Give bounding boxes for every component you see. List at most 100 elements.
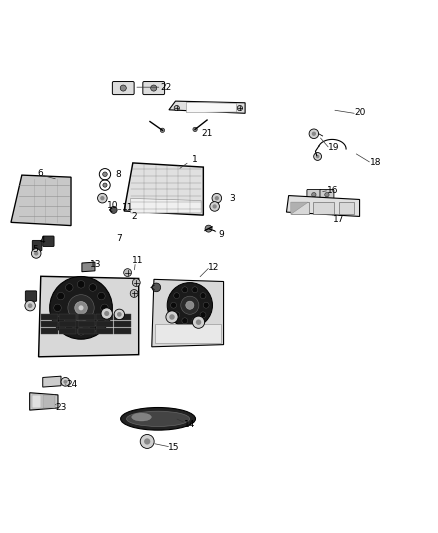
Circle shape bbox=[61, 377, 70, 386]
Text: 14: 14 bbox=[184, 419, 195, 429]
Circle shape bbox=[89, 284, 96, 291]
Bar bbox=[60, 314, 77, 320]
Circle shape bbox=[68, 295, 94, 321]
Circle shape bbox=[200, 312, 206, 318]
Polygon shape bbox=[155, 324, 221, 343]
Text: 18: 18 bbox=[370, 158, 381, 166]
Circle shape bbox=[66, 325, 73, 332]
Circle shape bbox=[57, 292, 64, 300]
Circle shape bbox=[196, 319, 201, 325]
Bar bbox=[291, 201, 309, 214]
Bar bbox=[32, 395, 41, 408]
Circle shape bbox=[312, 192, 316, 197]
Circle shape bbox=[186, 301, 194, 309]
Circle shape bbox=[174, 312, 180, 318]
Text: 6: 6 bbox=[38, 169, 43, 178]
Polygon shape bbox=[124, 163, 203, 215]
Text: 23: 23 bbox=[55, 403, 66, 413]
Text: 3: 3 bbox=[229, 193, 235, 203]
FancyBboxPatch shape bbox=[113, 82, 134, 94]
Circle shape bbox=[193, 127, 197, 132]
Text: 13: 13 bbox=[90, 260, 101, 269]
Circle shape bbox=[205, 225, 212, 232]
Text: 15: 15 bbox=[169, 443, 180, 452]
Polygon shape bbox=[82, 262, 95, 272]
Circle shape bbox=[151, 85, 157, 91]
Bar bbox=[78, 328, 95, 334]
Bar bbox=[78, 321, 95, 327]
Circle shape bbox=[28, 303, 32, 308]
Ellipse shape bbox=[132, 413, 151, 421]
Text: 24: 24 bbox=[67, 379, 78, 389]
Text: 19: 19 bbox=[328, 143, 339, 152]
Circle shape bbox=[130, 289, 138, 297]
Circle shape bbox=[192, 318, 198, 324]
Circle shape bbox=[182, 318, 188, 324]
Polygon shape bbox=[152, 279, 223, 347]
Bar bbox=[60, 328, 77, 334]
Bar bbox=[114, 321, 131, 327]
Circle shape bbox=[89, 325, 96, 332]
Circle shape bbox=[57, 316, 64, 324]
Circle shape bbox=[167, 282, 212, 328]
Circle shape bbox=[101, 304, 108, 312]
Circle shape bbox=[98, 292, 105, 300]
Text: 1: 1 bbox=[192, 156, 198, 164]
Circle shape bbox=[110, 206, 117, 213]
Circle shape bbox=[314, 152, 321, 160]
FancyBboxPatch shape bbox=[320, 189, 334, 200]
Circle shape bbox=[316, 155, 319, 158]
Text: 20: 20 bbox=[354, 108, 366, 117]
Circle shape bbox=[174, 293, 180, 298]
Circle shape bbox=[114, 309, 124, 320]
Circle shape bbox=[192, 287, 198, 293]
FancyBboxPatch shape bbox=[43, 236, 54, 246]
Text: 2: 2 bbox=[131, 212, 137, 221]
Text: 21: 21 bbox=[201, 129, 212, 138]
Text: 17: 17 bbox=[332, 215, 344, 224]
Circle shape bbox=[325, 192, 329, 197]
Circle shape bbox=[237, 106, 243, 111]
Circle shape bbox=[182, 287, 188, 293]
Bar bbox=[96, 328, 113, 334]
Circle shape bbox=[103, 183, 107, 187]
Bar bbox=[96, 314, 113, 320]
Polygon shape bbox=[39, 276, 139, 357]
Text: 7: 7 bbox=[116, 234, 122, 243]
Bar bbox=[78, 314, 95, 320]
Circle shape bbox=[171, 302, 177, 308]
Bar bbox=[114, 328, 131, 334]
FancyBboxPatch shape bbox=[307, 189, 321, 200]
Bar bbox=[41, 328, 58, 334]
FancyBboxPatch shape bbox=[25, 291, 37, 301]
Circle shape bbox=[210, 201, 219, 211]
Circle shape bbox=[203, 302, 209, 308]
Circle shape bbox=[124, 269, 131, 277]
Circle shape bbox=[25, 301, 35, 311]
Circle shape bbox=[102, 172, 107, 176]
Circle shape bbox=[192, 316, 205, 328]
Circle shape bbox=[174, 106, 180, 111]
Bar bbox=[41, 321, 58, 327]
Text: 10: 10 bbox=[106, 200, 118, 209]
Circle shape bbox=[75, 302, 87, 314]
Circle shape bbox=[212, 193, 222, 203]
Circle shape bbox=[200, 293, 206, 298]
Circle shape bbox=[32, 249, 41, 258]
Circle shape bbox=[49, 277, 113, 339]
Polygon shape bbox=[186, 102, 237, 112]
Polygon shape bbox=[43, 376, 61, 387]
Circle shape bbox=[101, 308, 113, 319]
Circle shape bbox=[104, 311, 109, 316]
Text: 11: 11 bbox=[122, 203, 133, 212]
Text: 16: 16 bbox=[327, 186, 339, 195]
Ellipse shape bbox=[120, 408, 195, 430]
Bar bbox=[114, 314, 131, 320]
Circle shape bbox=[120, 85, 126, 91]
Text: 12: 12 bbox=[208, 263, 219, 272]
Circle shape bbox=[166, 311, 178, 323]
Circle shape bbox=[77, 328, 85, 335]
Text: 9: 9 bbox=[218, 230, 224, 239]
Circle shape bbox=[181, 296, 199, 314]
Circle shape bbox=[77, 280, 85, 288]
